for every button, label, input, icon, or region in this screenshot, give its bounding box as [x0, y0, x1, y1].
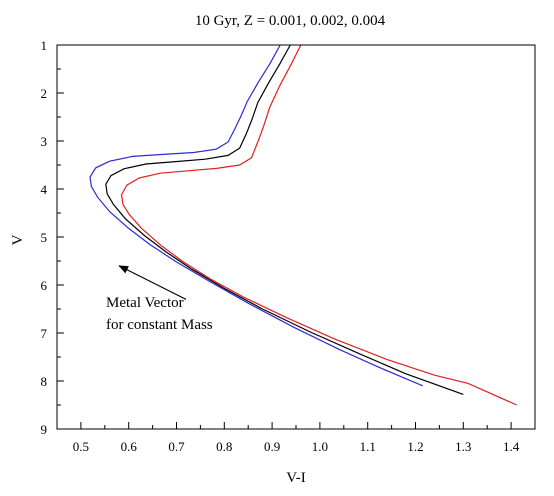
- series-line-3: [120, 44, 518, 406]
- y-tick-label: 8: [41, 374, 48, 389]
- series-group: [89, 44, 518, 406]
- y-tick-label: 5: [41, 230, 48, 245]
- series-line-1: [89, 44, 423, 387]
- y-tick-label: 7: [41, 326, 48, 341]
- y-axis: 1 2 3 4 5 6 7 8 9: [41, 38, 64, 437]
- x-tick-label: 0.9: [264, 439, 280, 454]
- plot-frame: [56, 44, 536, 430]
- annotation-constant-mass: for constant Mass: [106, 317, 213, 333]
- y-tick-label: 9: [41, 422, 48, 437]
- x-tick-label: 1.4: [503, 439, 520, 454]
- y-tick-label: 1: [41, 38, 48, 53]
- series-line-2: [105, 44, 464, 395]
- y-tick-label: 6: [41, 278, 48, 293]
- chart-title: 10 Gyr, Z = 0.001, 0.002, 0.004: [195, 13, 386, 29]
- x-tick-label: 1.3: [455, 439, 471, 454]
- y-tick-label: 4: [41, 182, 48, 197]
- x-tick-label: 1.2: [407, 439, 423, 454]
- x-tick-label: 1.1: [360, 439, 376, 454]
- x-tick-label: 0.6: [121, 439, 138, 454]
- x-axis: 0.5 0.6 0.7 0.8 0.9 1.0 1.1 1.2 1.3 1.4: [56, 422, 520, 454]
- x-axis-label: V-I: [286, 470, 305, 486]
- x-tick-label: 0.5: [73, 439, 89, 454]
- y-tick-label: 2: [41, 86, 48, 101]
- metal-vector-arrow: [118, 265, 187, 300]
- y-axis-label: V: [10, 234, 26, 245]
- x-tick-label: 0.7: [168, 439, 185, 454]
- x-tick-label: 0.8: [216, 439, 232, 454]
- x-tick-label: 1.0: [312, 439, 328, 454]
- annotation-metal-vector: Metal Vector: [106, 295, 184, 311]
- y-tick-label: 3: [41, 134, 48, 149]
